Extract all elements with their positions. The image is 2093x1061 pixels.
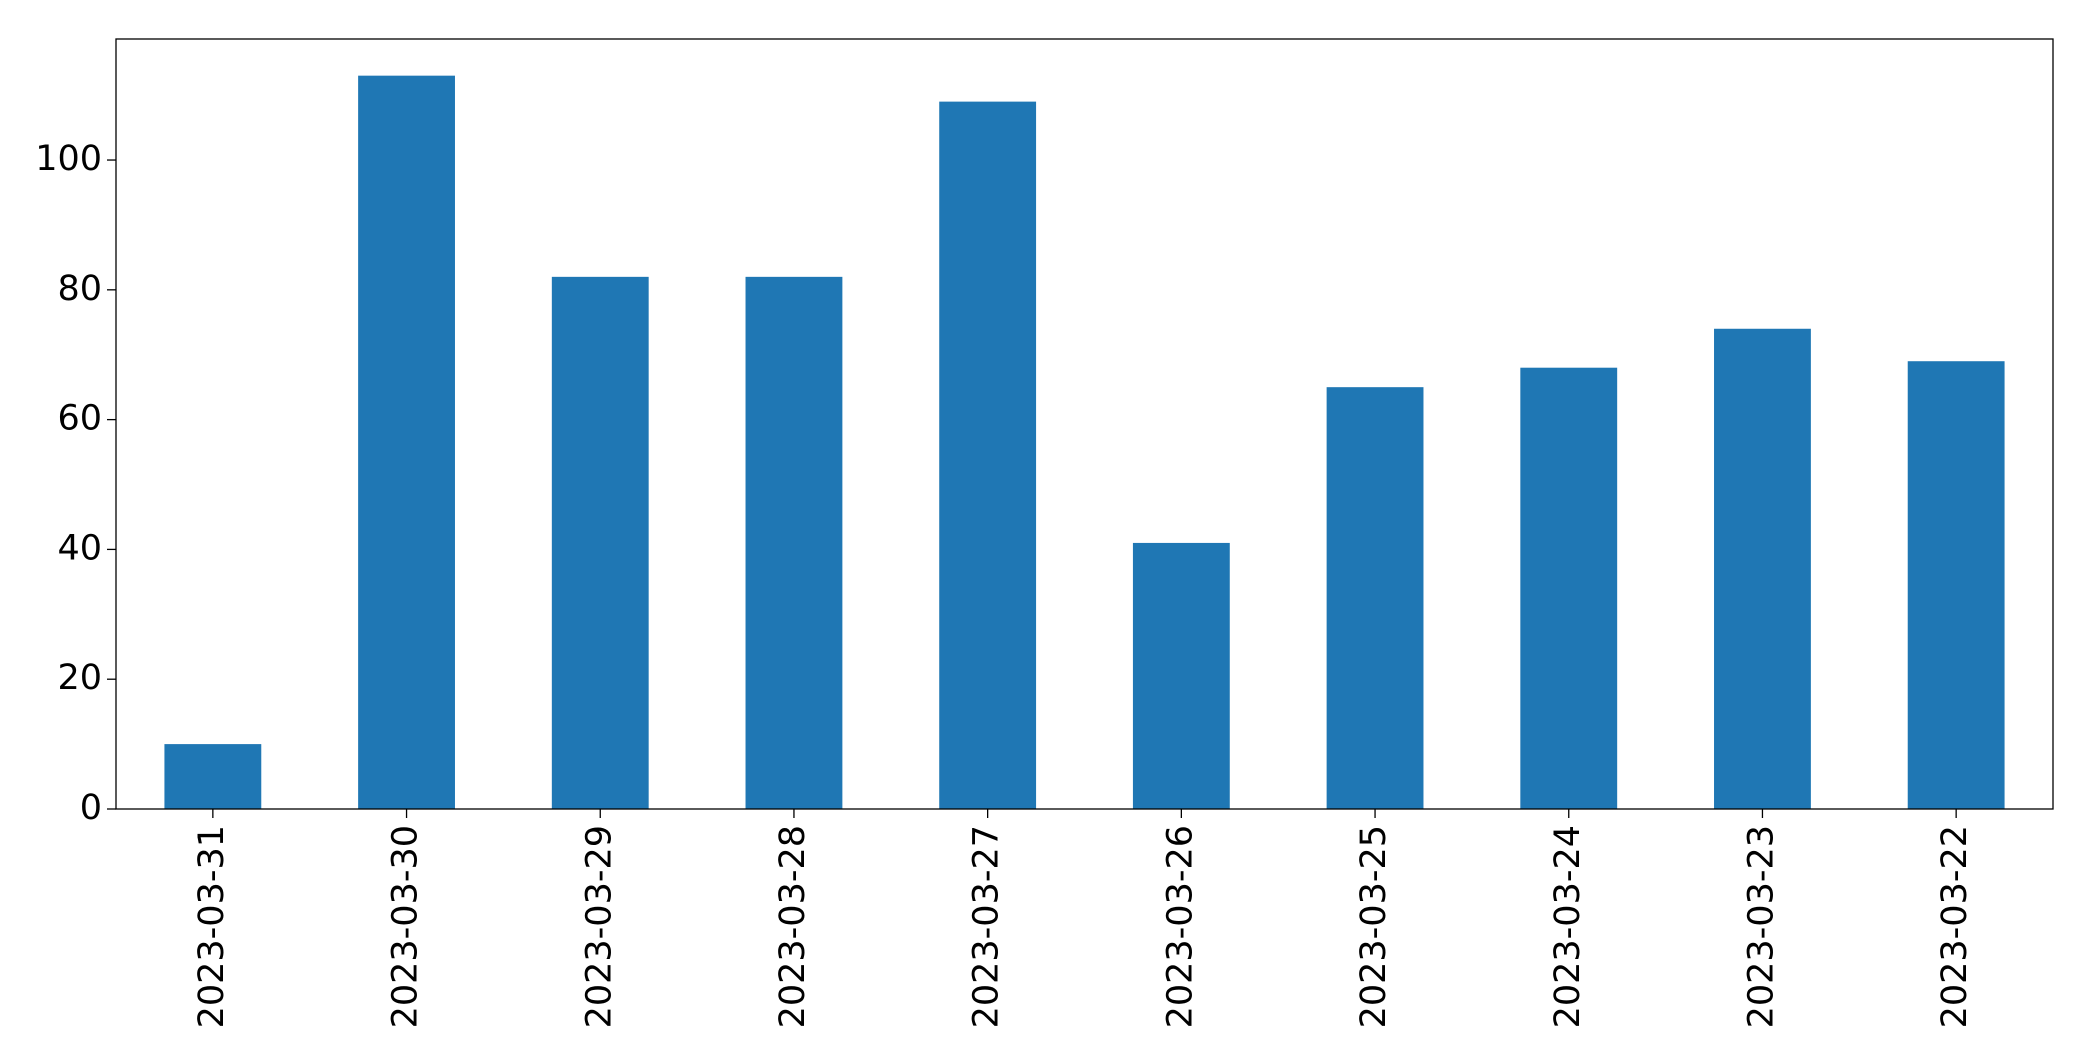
y-tick-label: 80 bbox=[57, 269, 102, 309]
bar bbox=[1907, 361, 2005, 809]
bar bbox=[1714, 328, 1811, 809]
y-tick-label: 100 bbox=[35, 139, 102, 179]
bar bbox=[1520, 367, 1618, 809]
bar bbox=[551, 276, 649, 809]
bar bbox=[1326, 387, 1424, 809]
x-tick-label: 2023-03-27 bbox=[967, 825, 1007, 1028]
y-tick-label: 40 bbox=[57, 528, 102, 568]
x-tick-label: 2023-03-25 bbox=[1354, 825, 1394, 1028]
bar bbox=[164, 744, 262, 809]
x-tick-label: 2023-03-30 bbox=[386, 825, 426, 1028]
x-tick-label: 2023-03-22 bbox=[1935, 825, 1975, 1028]
x-tick-label: 2023-03-23 bbox=[1741, 825, 1781, 1028]
y-tick-label: 60 bbox=[57, 399, 102, 439]
x-tick-label: 2023-03-29 bbox=[579, 825, 619, 1028]
plot-frame bbox=[115, 38, 2054, 810]
bar bbox=[745, 276, 843, 809]
bar bbox=[939, 101, 1037, 809]
bar bbox=[358, 75, 455, 809]
x-tick-label: 2023-03-24 bbox=[1548, 825, 1588, 1028]
x-tick-label: 2023-03-28 bbox=[773, 825, 813, 1028]
y-tick-label: 0 bbox=[80, 788, 102, 828]
x-tick-label: 2023-03-31 bbox=[192, 825, 232, 1028]
bar bbox=[1132, 542, 1230, 809]
y-tick-label: 20 bbox=[57, 658, 102, 698]
x-tick-label: 2023-03-26 bbox=[1160, 825, 1200, 1028]
